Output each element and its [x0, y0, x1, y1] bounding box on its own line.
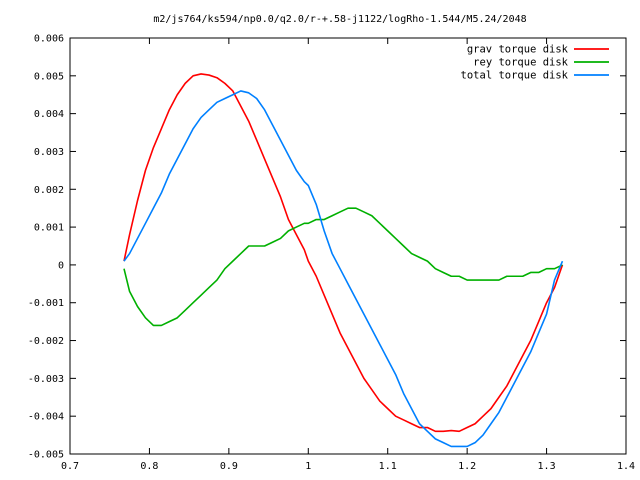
legend-label: grav torque disk	[467, 44, 569, 56]
x-tick-label: 0.8	[140, 461, 158, 472]
series-line-2	[123, 207, 563, 327]
x-tick-label: 1.1	[379, 461, 397, 472]
y-tick-label: 0.002	[34, 185, 64, 196]
y-tick-label: -0.003	[28, 374, 64, 385]
x-tick-label: 1.2	[458, 461, 476, 472]
y-tick-label: 0.001	[34, 223, 64, 234]
y-tick-label: -0.001	[28, 298, 64, 309]
x-tick-label: 0.9	[220, 461, 238, 472]
y-tick-label: -0.005	[28, 450, 64, 461]
series-line-1	[123, 73, 564, 433]
legend-label: total torque disk	[461, 70, 569, 82]
y-tick-label: 0.003	[34, 147, 64, 158]
x-tick-label: 0.7	[61, 461, 79, 472]
series-line-3	[123, 90, 564, 448]
chart-title: m2/js764/ks594/np0.0/q2.0/r-+.58-j1122/l…	[153, 14, 526, 25]
y-tick-label: 0.005	[34, 71, 64, 82]
y-tick-label: -0.002	[28, 336, 64, 347]
legend-label: rey torque disk	[473, 57, 569, 69]
y-tick-label: -0.004	[28, 412, 64, 423]
y-tick-label: 0.004	[34, 109, 64, 120]
plot-frame	[69, 37, 627, 455]
y-tick-label: 0	[58, 260, 64, 271]
axes-layer: 0.7 0.8 0.9 1 1.1 1.2 1.3 1.4 -0.005 -0.004 -0.003…	[28, 34, 635, 473]
x-tick-label: 1.3	[538, 461, 556, 472]
x-tick-label: 1	[305, 461, 311, 472]
series-layer	[123, 73, 564, 448]
y-tick-label: 0.006	[34, 34, 64, 45]
x-tick-label: 1.4	[617, 461, 635, 472]
